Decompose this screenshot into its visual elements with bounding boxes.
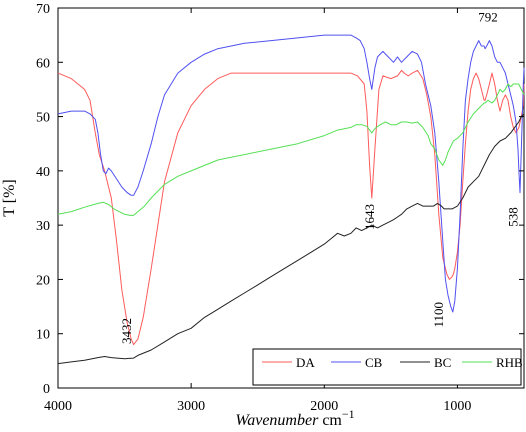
- y-axis: 0 10 20 30 40 50 60 70: [36, 2, 524, 397]
- legend-label-da: DA: [296, 355, 315, 370]
- series-line-da: [57, 69, 525, 346]
- series-line-bc: [57, 113, 525, 365]
- legend-label-rhb: RHB: [496, 355, 523, 370]
- series-line-cb: [57, 34, 525, 313]
- legend-box: [252, 348, 522, 386]
- y-tick-label: 0: [43, 382, 50, 397]
- y-tick-label: 10: [36, 328, 50, 343]
- x-tick-label: 3000: [177, 399, 205, 414]
- y-tick-label: 70: [36, 2, 50, 17]
- x-tick-label: 4000: [44, 399, 72, 414]
- legend-label-bc: BC: [434, 355, 451, 370]
- y-tick-label: 60: [36, 56, 50, 71]
- peak-annotation-3432: 3432: [119, 318, 134, 344]
- x-axis-title: Wavenumber cm−1: [235, 407, 354, 429]
- legend-label-cb: CB: [365, 355, 383, 370]
- x-axis-title-unit: cm: [318, 412, 342, 429]
- series-layer: [57, 34, 525, 365]
- y-tick-label: 20: [36, 273, 50, 288]
- x-tick-label: 1000: [443, 399, 471, 414]
- x-axis-title-exponent: −1: [342, 407, 355, 421]
- x-axis-title-main: Wavenumber: [235, 412, 319, 429]
- peak-annotation-1100: 1100: [431, 302, 446, 328]
- annotation-layer: 3432 1643 1100 538 792: [119, 10, 520, 344]
- peak-annotation-538: 538: [506, 207, 521, 227]
- legend: DA CB BC RHB: [252, 348, 523, 386]
- peak-annotation-1643: 1643: [362, 204, 377, 230]
- y-tick-label: 30: [36, 219, 50, 234]
- x-tick-label: 2000: [310, 399, 338, 414]
- y-tick-label: 50: [36, 111, 50, 126]
- series-line-rhb: [57, 83, 525, 216]
- peak-annotation-792: 792: [478, 10, 498, 25]
- y-tick-label: 40: [36, 165, 50, 180]
- y-axis-title: T [%]: [1, 179, 18, 216]
- plot-frame: [57, 7, 525, 389]
